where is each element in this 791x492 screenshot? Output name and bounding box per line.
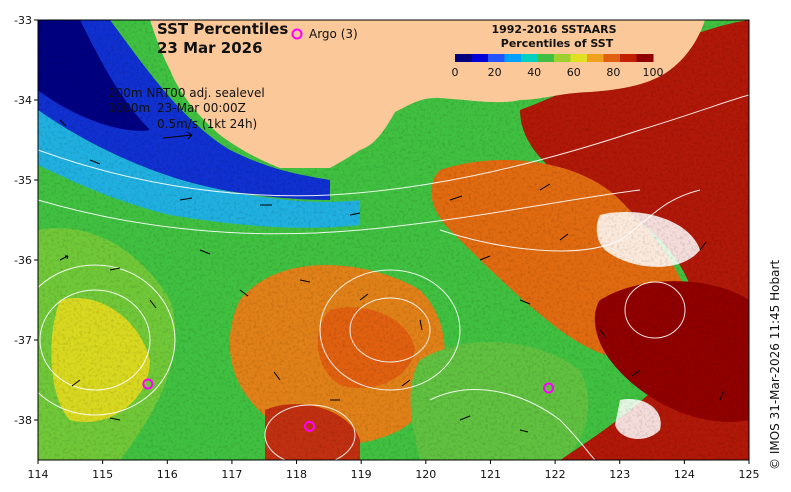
legend-tick-labels: 0 20 40 60 80 100 [452,66,664,79]
legend-tick-label: 60 [567,66,581,79]
x-tick-label: 119 [351,468,372,481]
legend-tick-label: 40 [527,66,541,79]
time-label: 23-Mar 00:00Z [157,101,246,115]
legend-color-swatch [504,54,522,62]
x-tick-label: 120 [415,468,436,481]
y-tick-label: -36 [14,254,32,267]
x-tick-label: 123 [609,468,630,481]
legend-color-swatch [471,54,489,62]
scale-arrow-icon [162,131,193,140]
x-tick-label: 118 [286,468,307,481]
y-tick-label: -35 [14,174,32,187]
annotation-block: 200m NRT00 adj. sealevel 1000m 23-Mar 00… [108,86,265,140]
argo-floats [142,378,555,432]
x-tick-label: 122 [545,468,566,481]
argo-float-marker[interactable] [142,378,154,390]
scale-label: 0.5m/s (1kt 24h) [157,117,257,131]
y-tick-label: -38 [14,414,32,427]
legend-tick-label: 80 [606,66,620,79]
x-axis: 114 115 116 117 118 119 120 121 122 123 124 125 [28,460,760,481]
legend-colorbar [455,54,654,62]
current-vectors [59,119,725,433]
contours-label: 200m NRT00 adj. sealevel [108,86,265,100]
legend-color-swatch [488,54,505,62]
legend-color-swatch [537,54,555,62]
argo-float-marker[interactable] [303,420,315,432]
x-tick-label: 124 [674,468,695,481]
y-tick-label: -34 [14,94,32,107]
argo-float-marker[interactable] [543,382,555,394]
legend-color-swatch [636,54,654,62]
argo-legend-icon [291,28,303,40]
legend-color-swatch [587,54,604,62]
percentile-legend: 1992-2016 SSTAARS Percentiles of SST 0 20… [452,23,664,79]
x-tick-label: 115 [92,468,113,481]
legend-color-swatch [554,54,571,62]
legend-tick-label: 20 [488,66,502,79]
legend-tick-label: 100 [643,66,664,79]
legend-color-swatch [603,54,621,62]
legend-title-line1: 1992-2016 SSTAARS [491,23,616,36]
y-tick-label: -37 [14,334,32,347]
y-tick-label: -33 [14,14,32,27]
credit-text: © IMOS 31-Mar-2026 11:45 Hobart [768,259,782,470]
legend-color-swatch [455,54,472,62]
sealevel-contours [38,94,749,460]
legend-color-swatch [521,54,538,62]
argo-legend-label: Argo (3) [309,27,358,41]
legend-tick-label: 0 [452,66,459,79]
x-tick-label: 121 [480,468,501,481]
map-area[interactable] [15,20,749,465]
map-frame [37,19,750,461]
legend-color-swatch [570,54,588,62]
x-tick-label: 116 [157,468,178,481]
legend-color-swatch [620,54,637,62]
legend-title-line2: Percentiles of SST [501,37,614,50]
depth-label: 1000m [108,101,150,115]
x-tick-label: 117 [221,468,242,481]
x-tick-label: 125 [739,468,760,481]
x-tick-label: 114 [28,468,49,481]
map-date: 23 Mar 2026 [157,39,263,57]
map-title: SST Percentiles [157,20,288,38]
y-axis: -33 -34 -35 -36 -37 -38 [14,14,38,427]
